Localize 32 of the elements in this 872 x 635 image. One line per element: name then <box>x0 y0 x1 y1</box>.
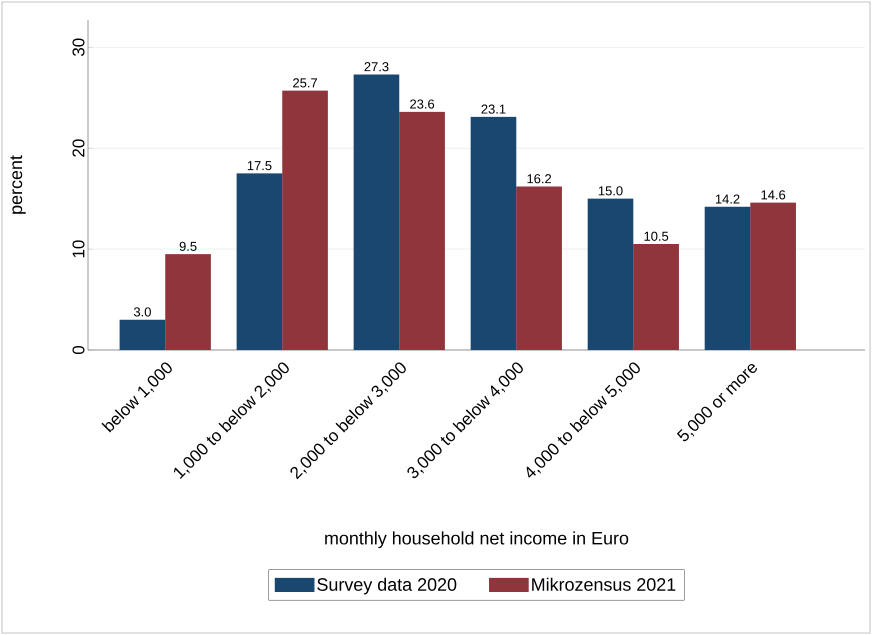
y-tick-label: 20 <box>72 139 84 157</box>
legend-label: Survey data 2020 <box>317 578 456 594</box>
x-axis-title: monthly household net income in Euro <box>325 531 628 548</box>
y-axis-title: percent <box>10 155 26 214</box>
bar <box>120 320 166 350</box>
bar <box>516 186 562 350</box>
bar <box>354 74 400 350</box>
bar <box>236 173 282 350</box>
bar <box>282 90 328 350</box>
bar <box>165 254 211 350</box>
data-label: 9.5 <box>180 242 197 251</box>
data-label: 14.2 <box>716 194 740 204</box>
data-label: 17.5 <box>248 161 272 170</box>
data-label: 25.7 <box>293 78 318 88</box>
bar <box>588 198 634 350</box>
bar <box>399 112 445 350</box>
bar <box>470 116 516 350</box>
data-label: 16.2 <box>527 174 552 184</box>
data-label: 23.6 <box>410 99 434 109</box>
y-tick-label: 0 <box>72 346 84 354</box>
data-label: 27.3 <box>364 62 388 72</box>
y-tick-label: 10 <box>72 240 84 258</box>
legend-label: Mikrozensus 2021 <box>532 578 676 591</box>
data-label: 15.0 <box>598 186 623 196</box>
data-label: 14.6 <box>762 190 786 200</box>
data-label: 23.1 <box>482 104 506 114</box>
bar <box>750 202 796 350</box>
bar <box>633 244 679 350</box>
data-label: 10.5 <box>644 232 668 241</box>
bar <box>704 206 750 350</box>
data-label: 3.0 <box>134 307 151 317</box>
y-tick-label: 30 <box>72 38 84 56</box>
